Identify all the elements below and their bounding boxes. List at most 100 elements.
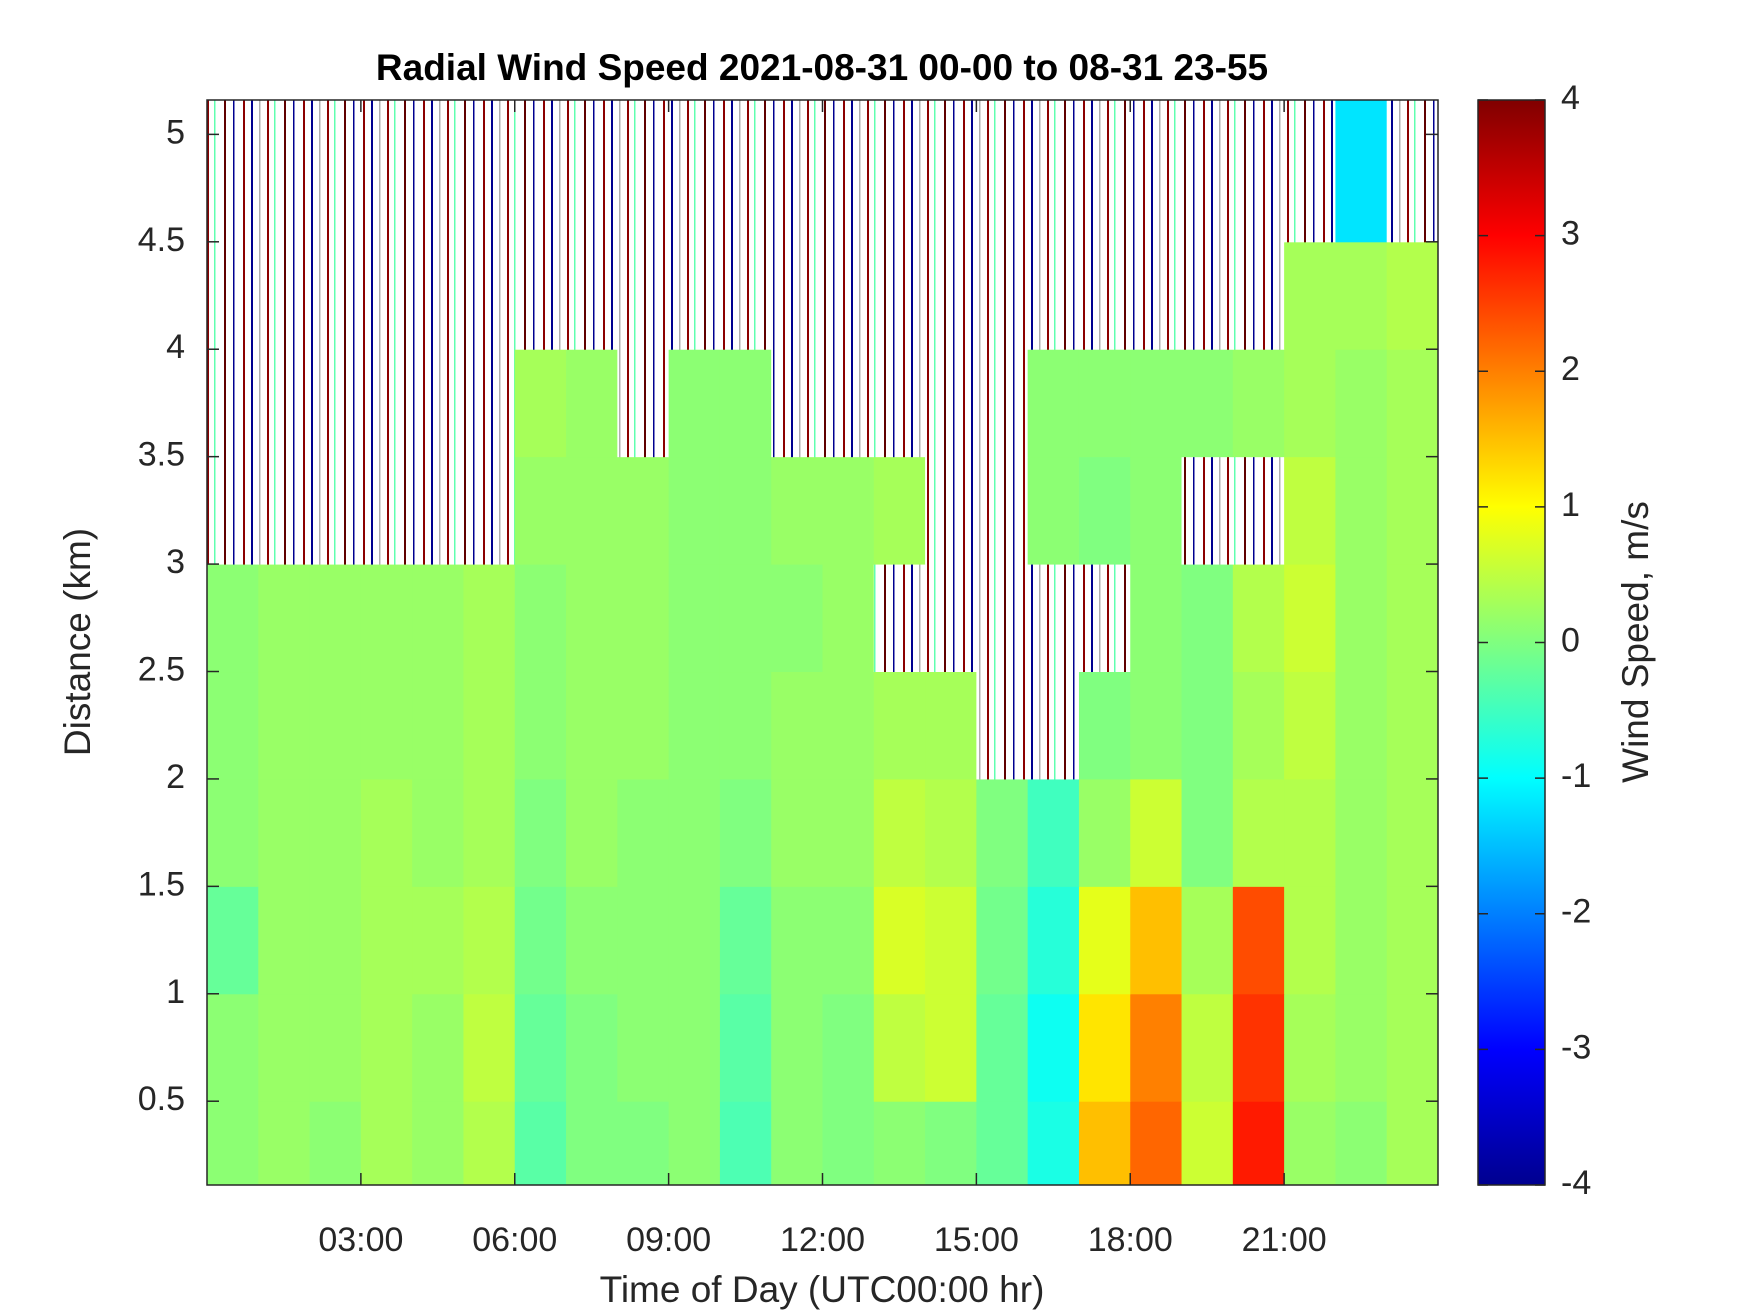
heat-cell: [668, 1101, 721, 1186]
no-data-cell: [1078, 241, 1131, 350]
heat-cell: [1335, 1101, 1388, 1186]
heat-cell: [360, 886, 413, 995]
y-tick-label: 1.5: [138, 865, 185, 903]
colorbar-label: Wind Speed, m/s: [1615, 501, 1656, 783]
heat-cell: [412, 778, 464, 887]
heat-cell: [822, 778, 875, 887]
heat-cell: [360, 778, 413, 887]
heat-cell: [258, 564, 311, 673]
y-tick-label: 3.5: [138, 436, 185, 474]
no-data-cell: [1232, 100, 1285, 243]
heat-cell: [566, 886, 618, 995]
heat-cell: [514, 671, 567, 780]
heat-cell: [668, 886, 721, 995]
heat-cell: [1335, 349, 1388, 458]
heat-cell: [1284, 349, 1336, 458]
no-data-cell: [412, 241, 464, 350]
no-data-cell: [925, 349, 977, 458]
no-data-cell: [463, 241, 516, 350]
heat-cell: [1078, 349, 1131, 458]
heat-cell: [463, 564, 516, 673]
no-data-cell: [1386, 100, 1439, 243]
heat-cell: [1232, 564, 1285, 673]
heat-cell: [1335, 100, 1388, 243]
heat-cell: [873, 886, 926, 995]
heat-cell: [1386, 1101, 1439, 1186]
no-data-cell: [1181, 241, 1234, 350]
no-data-cell: [360, 349, 413, 458]
heat-cell: [1027, 778, 1080, 887]
heat-cell: [719, 1101, 772, 1186]
no-data-cell: [1027, 671, 1080, 780]
no-data-cell: [873, 241, 926, 350]
no-data-cell: [976, 100, 1029, 243]
no-data-cell: [925, 241, 977, 350]
heat-cell: [1232, 671, 1285, 780]
heat-cell: [1232, 778, 1285, 887]
no-data-cell: [719, 100, 772, 243]
no-data-cell: [925, 564, 977, 673]
heat-cell: [258, 778, 311, 887]
no-data-cell: [617, 349, 670, 458]
heat-cell: [412, 993, 464, 1102]
heat-cell: [1284, 778, 1336, 887]
colorbar-tick-label: 1: [1561, 486, 1580, 524]
heat-cell: [1130, 993, 1183, 1102]
heat-cell: [1232, 993, 1285, 1102]
heat-cell: [207, 886, 259, 995]
no-data-cell: [258, 241, 311, 350]
heat-cell: [207, 1101, 259, 1186]
no-data-cell: [976, 564, 1029, 673]
heat-cell: [360, 671, 413, 780]
heat-cell: [617, 1101, 670, 1186]
heat-cell: [719, 886, 772, 995]
colorbar: [1477, 99, 1546, 1186]
y-tick-label: 1: [166, 973, 185, 1011]
colorbar-tick-label: 3: [1561, 215, 1580, 253]
no-data-cell: [412, 456, 464, 565]
colorbar-tick-label: 0: [1561, 621, 1580, 659]
x-tick-label: 21:00: [1242, 1221, 1327, 1259]
no-data-cell: [566, 241, 618, 350]
heat-cell: [617, 886, 670, 995]
no-data-cell: [258, 456, 311, 565]
no-data-cell: [668, 100, 721, 243]
heat-cell: [1284, 993, 1336, 1102]
heat-cell: [1027, 456, 1080, 565]
no-data-cell: [1181, 100, 1234, 243]
heat-cell: [668, 564, 721, 673]
no-data-cell: [873, 100, 926, 243]
heat-cell: [1027, 1101, 1080, 1186]
heat-cell: [463, 886, 516, 995]
y-tick-label: 3: [166, 543, 185, 581]
no-data-cell: [207, 100, 259, 243]
heat-cell: [1181, 671, 1234, 780]
heat-cell: [1386, 241, 1439, 350]
no-data-cell: [976, 671, 1029, 780]
no-data-cell: [1232, 456, 1285, 565]
heat-cell: [1232, 1101, 1285, 1186]
no-data-cell: [566, 100, 618, 243]
heat-cell: [258, 993, 311, 1102]
no-data-cell: [207, 456, 259, 565]
heat-cell: [1335, 886, 1388, 995]
heat-cell: [566, 778, 618, 887]
heat-cell: [873, 778, 926, 887]
heat-cell: [463, 993, 516, 1102]
heat-cell: [1027, 349, 1080, 458]
heat-cell: [925, 993, 977, 1102]
no-data-cell: [925, 100, 977, 243]
y-tick-label: 2: [166, 758, 185, 796]
heat-cell: [719, 349, 772, 458]
heat-cell: [771, 456, 823, 565]
heat-cell: [1130, 456, 1183, 565]
heat-cell: [668, 778, 721, 887]
heat-cell: [668, 671, 721, 780]
heat-cell: [1284, 1101, 1336, 1186]
no-data-cell: [925, 456, 977, 565]
heat-cell: [1078, 671, 1131, 780]
heat-cell: [463, 778, 516, 887]
heat-cell: [925, 1101, 977, 1186]
heat-cell: [1078, 886, 1131, 995]
